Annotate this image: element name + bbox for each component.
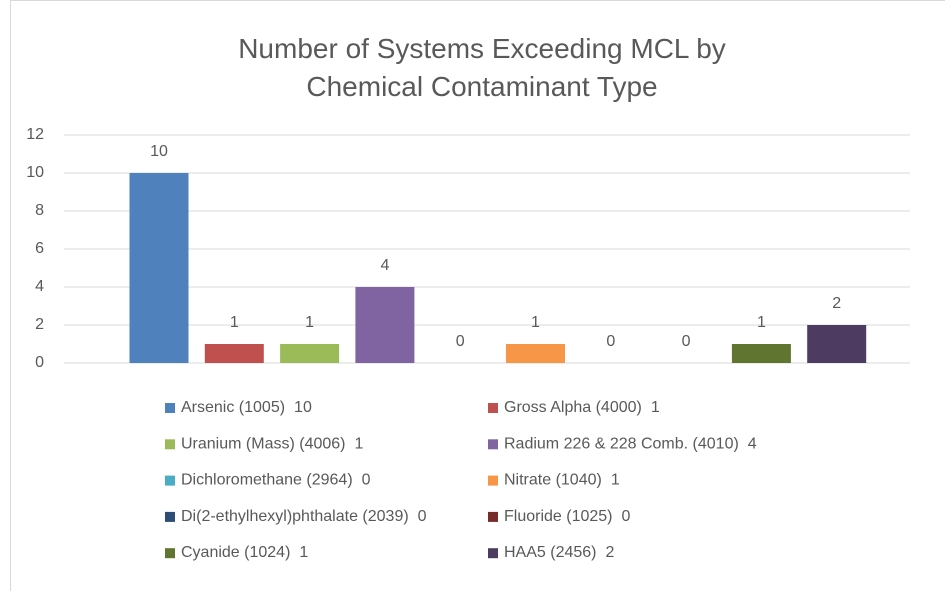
data-label: 4 bbox=[380, 257, 389, 274]
legend-label: Nitrate (1040) 1 bbox=[504, 472, 620, 489]
legend-swatch bbox=[165, 548, 175, 559]
legend-label: Cyanide (1024) 1 bbox=[181, 544, 308, 561]
legend-value: 4 bbox=[748, 436, 757, 453]
legend-swatch bbox=[488, 475, 498, 486]
data-label: 1 bbox=[531, 314, 540, 331]
legend-name: Uranium (Mass) (4006) bbox=[181, 436, 345, 453]
legend-label: Fluoride (1025) 0 bbox=[504, 508, 631, 525]
chart-border bbox=[10, 0, 945, 591]
legend-label: Dichloromethane (2964) 0 bbox=[181, 472, 371, 489]
chart-title: Number of Systems Exceeding MCL by Chemi… bbox=[238, 33, 726, 102]
data-label: 2 bbox=[832, 295, 841, 312]
legend-swatch bbox=[488, 511, 498, 522]
legend-label: HAA5 (2456) 2 bbox=[504, 544, 615, 561]
y-tick-label: 6 bbox=[35, 240, 44, 257]
bar bbox=[807, 325, 867, 363]
legend-name: Radium 226 & 228 Comb. (4010) bbox=[504, 436, 739, 453]
legend-value: 1 bbox=[611, 472, 620, 489]
y-tick-label: 4 bbox=[35, 278, 44, 295]
legend-swatch bbox=[165, 403, 175, 413]
legend-name: Gross Alpha (4000) bbox=[504, 399, 642, 416]
data-label: 0 bbox=[682, 333, 691, 350]
legend-label: Uranium (Mass) (4006) 1 bbox=[181, 436, 363, 453]
legend-value: 0 bbox=[362, 472, 371, 489]
y-tick-label: 2 bbox=[35, 316, 44, 333]
data-label: 0 bbox=[456, 333, 465, 350]
legend-name: Arsenic (1005) bbox=[181, 399, 285, 416]
legend-label: Arsenic (1005) 10 bbox=[181, 399, 312, 416]
legend-value: 2 bbox=[606, 544, 615, 561]
legend-name: HAA5 (2456) bbox=[504, 544, 597, 561]
data-label: 10 bbox=[150, 143, 168, 160]
legend-name: Nitrate (1040) bbox=[504, 472, 602, 489]
y-tick-label: 10 bbox=[26, 164, 44, 181]
bar bbox=[355, 287, 415, 363]
data-label: 1 bbox=[230, 314, 239, 331]
y-tick-label: 12 bbox=[26, 126, 44, 143]
legend-label: Radium 226 & 228 Comb. (4010) 4 bbox=[504, 436, 757, 453]
legend-swatch bbox=[165, 511, 175, 522]
legend-value: 10 bbox=[294, 399, 312, 416]
data-label: 0 bbox=[606, 333, 615, 350]
legend-name: Di(2-ethylhexyl)phthalate (2039) bbox=[181, 508, 409, 525]
bar bbox=[129, 173, 189, 363]
legend-swatch bbox=[488, 403, 498, 413]
legend-name: Cyanide (1024) bbox=[181, 544, 290, 561]
legend-name: Dichloromethane (2964) bbox=[181, 472, 353, 489]
legend-swatch bbox=[488, 439, 498, 450]
legend-swatch bbox=[165, 475, 175, 486]
y-tick-label: 0 bbox=[35, 354, 44, 371]
legend-value: 0 bbox=[622, 508, 631, 525]
legend-value: 0 bbox=[418, 508, 427, 525]
data-label: 1 bbox=[757, 314, 766, 331]
legend-value: 1 bbox=[354, 436, 363, 453]
bar bbox=[506, 344, 565, 363]
bar bbox=[204, 344, 264, 363]
legend-value: 1 bbox=[299, 544, 308, 561]
legend-label: Gross Alpha (4000) 1 bbox=[504, 399, 660, 416]
bar bbox=[731, 344, 791, 363]
legend-swatch bbox=[165, 439, 175, 450]
y-tick-label: 8 bbox=[35, 202, 44, 219]
legend-swatch bbox=[488, 548, 498, 559]
legend-value: 1 bbox=[651, 399, 660, 416]
legend-label: Di(2-ethylhexyl)phthalate (2039) 0 bbox=[181, 508, 427, 525]
data-label: 1 bbox=[305, 314, 314, 331]
bar bbox=[280, 344, 340, 363]
legend-name: Fluoride (1025) bbox=[504, 508, 613, 525]
